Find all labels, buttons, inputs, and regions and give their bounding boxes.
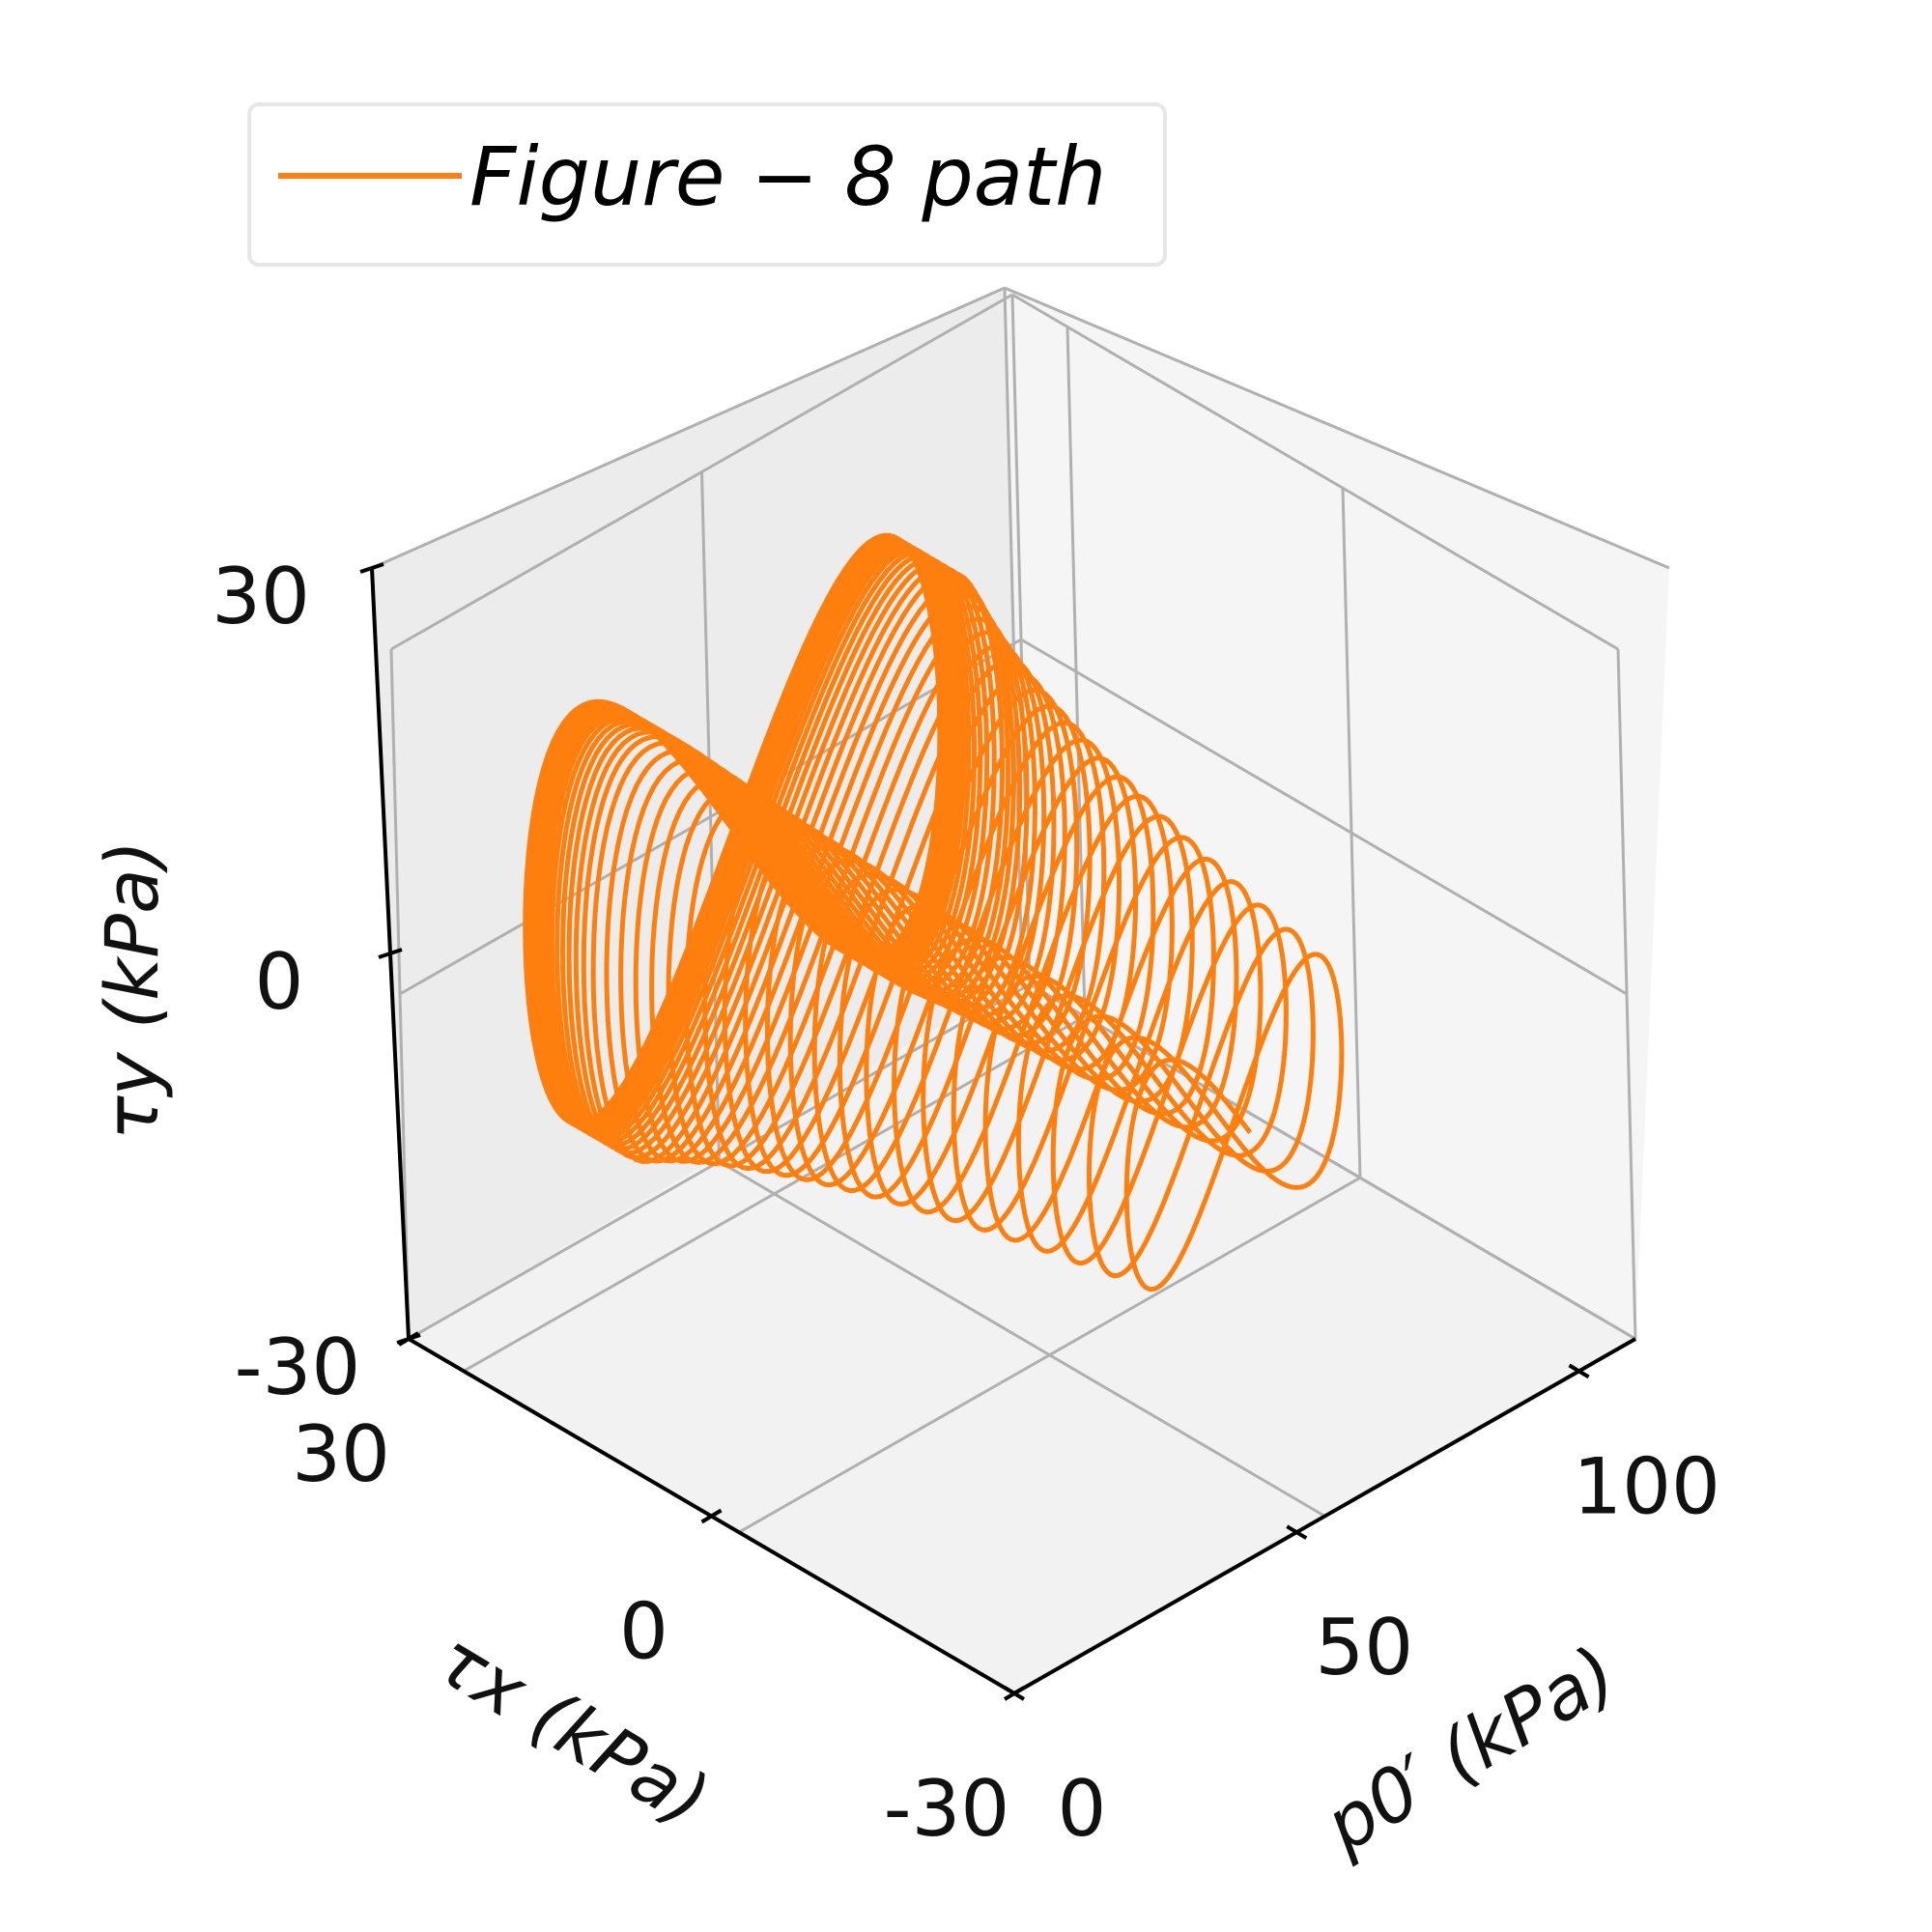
tick-label-tau-y-0: -30	[235, 1322, 361, 1412]
legend: Figure − 8 path	[247, 102, 1167, 267]
tick-label-p0-0: 0	[1058, 1764, 1107, 1854]
tick-labels: -30 0 30 0 50 100 -30 0 30	[212, 552, 1720, 1854]
tick-label-tau-y-1: 0	[255, 937, 304, 1027]
tick-label-p0-1: 50	[1315, 1603, 1413, 1692]
grid-z-right-1	[1020, 638, 1628, 996]
tick-tau-x-1	[700, 1508, 723, 1524]
tick-p0-1	[1286, 1524, 1308, 1540]
pane-edge-top-left	[371, 286, 1006, 570]
grid-x-floor-1	[718, 1160, 1326, 1518]
legend-entry-figure8: Figure − 8 path	[469, 129, 1106, 224]
grid-y-floor-1	[738, 1176, 1361, 1534]
tick-label-tau-x-0: -30	[884, 1764, 1010, 1854]
back-right-pane	[1005, 288, 1669, 1339]
axis-label-tau-y: τy (kPa)	[89, 840, 175, 1141]
tick-p0-0	[1003, 1686, 1026, 1701]
tick-tau-y-0	[396, 1333, 421, 1345]
axis-line-p0	[1013, 1337, 1636, 1695]
tick-label-tau-y-2: 30	[212, 552, 310, 641]
grid-y-wall-0	[1616, 648, 1637, 1340]
grid-y-wall-2	[1065, 327, 1087, 1017]
tick-label-p0-2: 100	[1573, 1441, 1720, 1531]
grid-z-right-2	[1011, 293, 1619, 651]
tick-p0-2	[1568, 1363, 1590, 1379]
series-layer	[523, 532, 1345, 1293]
tick-tau-y-2	[359, 562, 384, 574]
grid-x-wall-0	[389, 648, 411, 1340]
tick-tau-y-1	[378, 948, 403, 959]
legend-box	[247, 102, 1167, 267]
axis-lines	[359, 562, 1636, 1701]
grid-y-floor-2	[463, 1015, 1086, 1373]
pane-edge-top-right	[1004, 286, 1670, 570]
tick-label-tau-x-1: 0	[619, 1586, 668, 1676]
pane-edge-back	[1003, 287, 1024, 979]
grid-y-wall-1	[1341, 488, 1362, 1179]
tick-label-tau-x-2: 30	[292, 1409, 390, 1499]
axis-label-tau-x: τx (kPa)	[422, 1615, 724, 1843]
series-line-figure8	[523, 532, 1345, 1293]
